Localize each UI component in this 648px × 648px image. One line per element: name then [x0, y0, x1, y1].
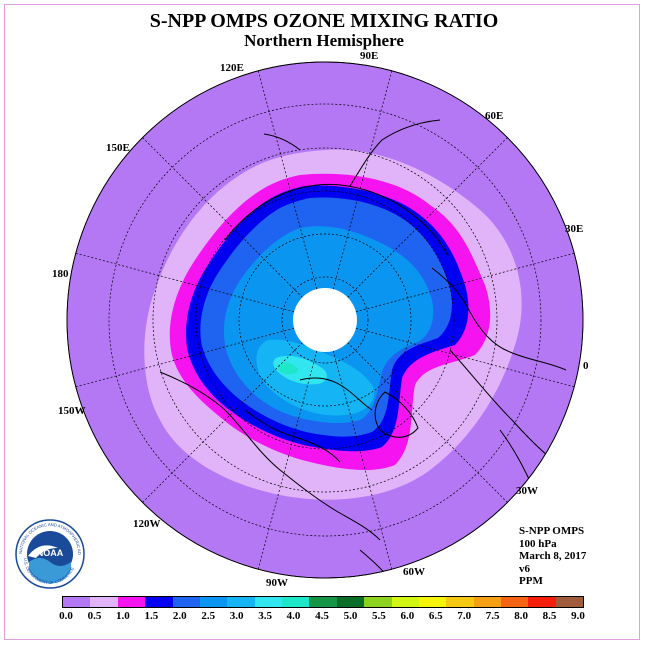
noaa-logo-text: NOAA	[37, 548, 64, 558]
info-block: S-NPP OMPS 100 hPa March 8, 2017 v6 PPM	[519, 525, 586, 588]
north-america-outline	[159, 371, 381, 541]
colorbar-swatch	[391, 597, 419, 607]
info-level: 100 hPa	[519, 537, 557, 550]
meridians	[75, 70, 575, 570]
colorbar-tick-label: 6.0	[400, 610, 415, 622]
greenland-outline	[374, 391, 419, 438]
colorbar-tick-label: 8.5	[542, 610, 557, 622]
colorbar-tick-label: 3.0	[229, 610, 244, 622]
colorbar-swatch	[90, 597, 118, 607]
meridian-line	[142, 137, 303, 298]
colorbar-swatch	[117, 597, 146, 607]
colorbar-swatch	[418, 597, 447, 607]
colorbar-tick-label: 5.0	[343, 610, 358, 622]
lon-label-60w: 60W	[403, 566, 425, 578]
figure-frame	[4, 4, 640, 640]
colorbar-swatch	[63, 597, 91, 607]
contour-4.0-4.5	[277, 362, 299, 375]
info-units: PPM	[519, 575, 543, 587]
map-subtitle: Northern Hemisphere	[244, 31, 404, 50]
colorbar-tick-label: 0.0	[59, 610, 73, 622]
lon-label-30e: 30E	[565, 223, 584, 235]
colorbar-swatch	[309, 597, 337, 607]
no-data-polar-cap	[293, 288, 357, 352]
lon-label-120e: 120E	[220, 62, 244, 74]
noaa-logo: NOAA NATIONAL OCEANIC AND ATMOSPHERIC AD…	[14, 518, 85, 589]
colorbar-swatch	[227, 597, 255, 607]
meridian-line	[347, 342, 508, 503]
colorbar-tick-label: 7.0	[457, 610, 472, 622]
colorbar-tick-label: 3.5	[258, 610, 272, 622]
colorbar-swatch	[145, 597, 173, 607]
colorbar-tick-label: 8.0	[514, 610, 528, 622]
graticule	[108, 103, 542, 537]
south-america-outline	[359, 549, 396, 578]
lon-label-30w: 30W	[516, 485, 538, 497]
colorbar-tick-label: 1.0	[116, 610, 130, 622]
asia-outline	[224, 119, 449, 257]
colorbar-swatch	[336, 597, 365, 607]
lon-label-0: 0	[583, 360, 589, 372]
colorbar-tick-label: 7.5	[485, 610, 500, 622]
colorbar	[62, 596, 584, 608]
meridian-line	[355, 327, 575, 388]
colorbar-tick-label: 2.0	[172, 610, 187, 622]
colorbar-swatch	[473, 597, 501, 607]
colorbar-swatch	[282, 597, 310, 607]
colorbar-swatch	[364, 597, 392, 607]
colorbar-tick-label: 1.5	[144, 610, 159, 622]
colorbar-tick-label: 0.5	[87, 610, 102, 622]
colorbar-ticks: 0.0 0.5 1.0 1.5 2.0 2.5 3.0 3.5 4.0 4.5 5.0 5.5 6.0 6…	[0, 610, 648, 624]
colorbar-swatch	[199, 597, 228, 607]
map-title: S-NPP OMPS OZONE MIXING RATIO	[149, 10, 499, 32]
info-date: March 8, 2017	[519, 550, 587, 562]
colorbar-swatch	[446, 597, 474, 607]
lon-label-150e: 150E	[106, 142, 130, 154]
colorbar-swatch	[555, 597, 584, 607]
lon-label-180: 180	[52, 268, 69, 280]
meridian-line	[332, 350, 393, 570]
meridian-line	[332, 70, 393, 290]
meridian-line	[355, 252, 575, 313]
colorbar-swatch	[254, 597, 282, 607]
colorbar-tick-label: 4.0	[286, 610, 301, 622]
map-edge	[66, 61, 584, 579]
colorbar-swatch	[172, 597, 200, 607]
lon-label-90e: 90E	[360, 50, 379, 62]
colorbar-swatch	[501, 597, 529, 607]
colorbar-tick-label: 5.5	[372, 610, 386, 622]
colorbar-tick-label: 9.0	[571, 610, 585, 622]
colorbar-swatch	[528, 597, 556, 607]
meridian-line	[75, 252, 295, 313]
lon-label-60e: 60E	[485, 110, 504, 122]
meridian-line	[257, 350, 318, 570]
info-instrument: S-NPP OMPS	[519, 525, 585, 537]
lon-label-90w: 90W	[266, 577, 288, 589]
lon-label-150w: 150W	[58, 405, 86, 417]
meridian-line	[257, 70, 318, 290]
meridian-line	[142, 342, 303, 503]
meridian-line	[75, 327, 295, 388]
colorbar-tick-label: 6.5	[428, 610, 443, 622]
map-disk	[66, 61, 584, 579]
colorbar-tick-label: 4.5	[315, 610, 329, 622]
info-version: v6	[519, 562, 530, 575]
lon-label-120w: 120W	[133, 518, 161, 530]
colorbar-tick-label: 2.5	[201, 610, 216, 622]
meridian-line	[347, 137, 508, 298]
